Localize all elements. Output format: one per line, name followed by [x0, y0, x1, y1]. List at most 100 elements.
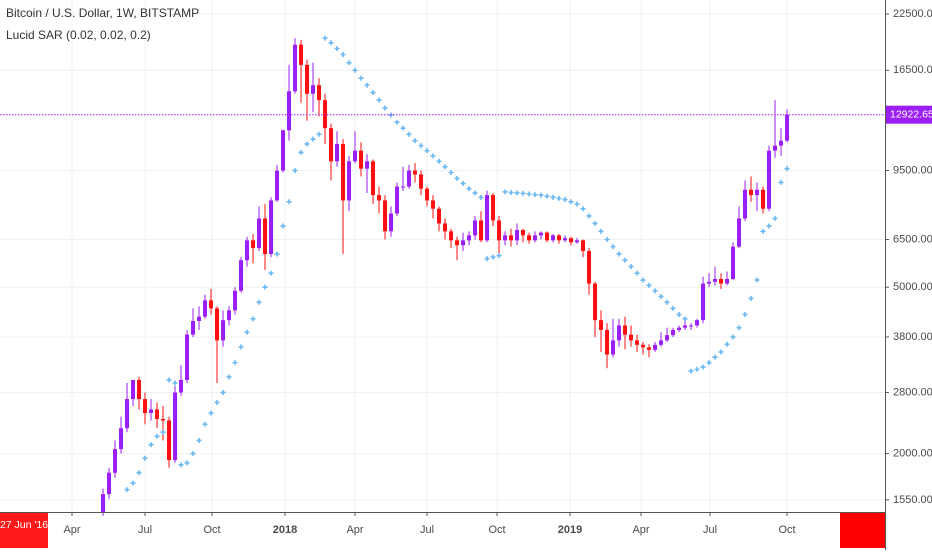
candle-body	[605, 329, 610, 355]
sar-point	[382, 105, 388, 111]
sar-point	[580, 206, 586, 212]
sar-point	[244, 329, 250, 335]
sar-point	[508, 190, 514, 196]
candle-body	[563, 238, 568, 241]
candle-body	[101, 494, 106, 512]
sar-point	[646, 282, 652, 288]
candle-body	[419, 174, 424, 189]
sar-point	[322, 35, 328, 41]
candle-body	[611, 340, 616, 355]
x-tick-label: Oct	[778, 524, 795, 536]
candle-body	[311, 85, 316, 94]
y-tick-label: 2800.00	[893, 386, 932, 398]
sar-point	[766, 223, 772, 229]
candle-body	[287, 91, 292, 131]
sar-point	[556, 195, 562, 201]
sar-point	[454, 175, 460, 181]
candle-body	[161, 418, 166, 421]
sar-point	[472, 190, 478, 196]
candle-body	[359, 150, 364, 169]
crosshair-label: 27 Jun '16	[0, 519, 48, 531]
candle-body	[719, 278, 724, 284]
sar-point	[628, 264, 634, 270]
sar-point	[328, 40, 334, 46]
candle-body	[131, 379, 136, 400]
sar-point	[154, 433, 160, 439]
sar-point	[238, 344, 244, 350]
sar-point	[172, 380, 178, 386]
candle-body	[143, 399, 148, 414]
candle-body	[377, 195, 382, 201]
candle-body	[275, 170, 280, 201]
sar-point	[526, 191, 532, 197]
candle-body	[533, 235, 538, 241]
sar-point	[394, 119, 400, 125]
sar-point	[160, 429, 166, 435]
candle-body	[593, 283, 598, 321]
candle-body	[713, 278, 718, 282]
candle-body	[179, 379, 184, 393]
sar-point	[310, 136, 316, 142]
sar-point	[592, 220, 598, 226]
candle-body	[173, 392, 178, 461]
sar-point	[406, 131, 412, 137]
axes: 22500.00 16500.00 9500.00 6500.00 5000.00 380…	[0, 8, 932, 548]
candle-body	[239, 260, 244, 291]
candle-body	[251, 240, 256, 249]
sar-point	[676, 312, 682, 318]
sar-point	[376, 97, 382, 103]
sar-point	[694, 366, 700, 372]
plot-area	[0, 35, 885, 516]
candle-body	[743, 189, 748, 219]
candle-body	[395, 186, 400, 214]
candle-body	[449, 231, 454, 241]
candle-body	[515, 229, 520, 241]
sar-point	[448, 170, 454, 176]
candle-body	[335, 143, 340, 162]
candle-body	[263, 218, 268, 255]
sar-point	[178, 462, 184, 468]
candle-body	[737, 218, 742, 247]
sar-point	[496, 253, 502, 259]
candle-body	[575, 240, 580, 243]
candle-body	[491, 195, 496, 221]
candle-body	[149, 409, 154, 414]
indicator-label: Lucid SAR (0.02, 0.02, 0.2)	[6, 28, 151, 42]
sar-point	[604, 237, 610, 243]
sar-point	[616, 251, 622, 257]
sar-point	[700, 364, 706, 370]
x-tick-label: 2019	[558, 524, 582, 536]
sar-point	[622, 257, 628, 263]
sar-point	[442, 164, 448, 170]
sar-point	[430, 153, 436, 159]
sar-point	[598, 228, 604, 234]
sar-point	[136, 470, 142, 476]
candle-body	[551, 235, 556, 241]
x-tick-label: Jul	[138, 524, 152, 536]
sar-point	[346, 60, 352, 66]
candle-body	[347, 161, 352, 201]
candle-body	[731, 246, 736, 279]
sar-point	[502, 189, 508, 195]
sar-point	[190, 451, 196, 457]
sar-point	[538, 192, 544, 198]
sar-point	[730, 334, 736, 340]
sar-point	[736, 325, 742, 331]
sar-point	[196, 437, 202, 443]
sar-point	[712, 354, 718, 360]
candle-body	[209, 300, 214, 309]
candle-body	[227, 310, 232, 321]
sar-point	[784, 166, 790, 172]
sar-point	[208, 410, 214, 416]
candle-body	[323, 100, 328, 129]
candle-body	[503, 235, 508, 241]
sar-point	[748, 295, 754, 301]
candle-body	[167, 420, 172, 461]
last-price-label: 12922.65	[890, 108, 932, 120]
y-tick-label: 3800.00	[893, 331, 932, 343]
candle-body	[755, 189, 760, 196]
sar-point	[202, 421, 208, 427]
sar-point	[718, 349, 724, 355]
x-tick-label: Jul	[703, 524, 717, 536]
